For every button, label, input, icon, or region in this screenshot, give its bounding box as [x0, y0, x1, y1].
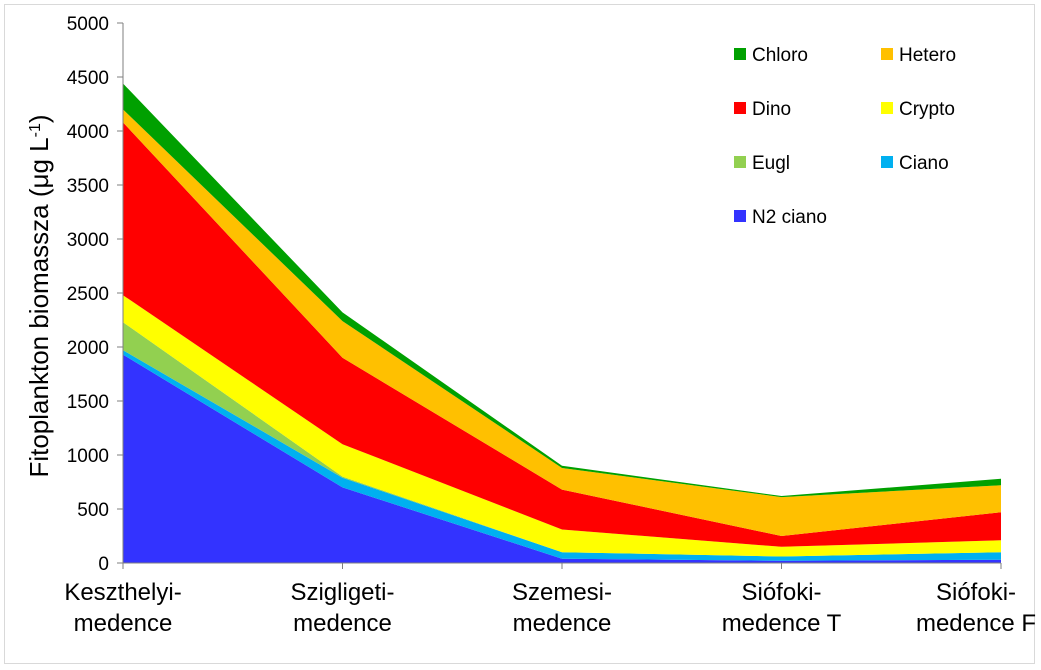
x-category-label-line: medence T — [722, 610, 842, 637]
area-series-hetero — [123, 109, 1001, 537]
legend: Chloro Hetero Dino Crypto Eugl Ciano N2 ciano — [734, 45, 956, 228]
y-tick-label: 4500 — [67, 68, 109, 89]
x-category-label-line: medence — [74, 610, 173, 637]
y-axis-title-main: Fitoplankton biomassza (μg L — [24, 137, 54, 477]
y-tick-label: 2500 — [67, 284, 109, 305]
y-axis-title-close: ) — [24, 114, 54, 123]
y-tick-labels: 0 500 1000 1500 2000 2500 3000 3500 4000 4500 5000 — [67, 14, 109, 575]
y-tick-label: 5000 — [67, 14, 109, 35]
x-category-label-line: medence — [293, 610, 392, 637]
legend-swatch — [734, 156, 746, 168]
legend-label: Dino — [752, 99, 791, 120]
x-category-label-line: Szigligeti- — [290, 579, 394, 606]
legend-swatch — [881, 48, 893, 60]
y-axis-title: Fitoplankton biomassza (μg L-1) — [24, 114, 54, 477]
chart-frame — [4, 4, 1035, 664]
legend-label: Chloro — [752, 45, 808, 66]
x-tick-labels: Keszthelyi-medenceSzigligeti-medenceSzem… — [64, 579, 1036, 637]
y-tick-label: 3500 — [67, 176, 109, 197]
x-category-label-line: medence F — [916, 610, 1036, 637]
x-category-label-line: Keszthelyi- — [64, 579, 181, 606]
y-tick-label: 3000 — [67, 230, 109, 251]
y-tick-label: 1000 — [67, 446, 109, 467]
axes-group — [117, 22, 1002, 569]
y-tick-label: 4000 — [67, 122, 109, 143]
x-category-label-line: Siófoki- — [741, 579, 821, 606]
legend-label: Eugl — [752, 153, 790, 174]
legend-label: Ciano — [899, 153, 949, 174]
area-series-group — [123, 83, 1001, 563]
x-category-label: Szemesi-medence — [512, 579, 612, 637]
y-tick-label: 2000 — [67, 338, 109, 359]
x-category-label-line: Siófoki- — [936, 579, 1016, 606]
y-tick-label: 0 — [98, 554, 109, 575]
legend-swatch — [734, 210, 746, 222]
legend-swatch — [734, 48, 746, 60]
legend-label: N2 ciano — [752, 207, 827, 228]
x-category-label: Keszthelyi-medence — [64, 579, 181, 637]
area-series-n2-ciano — [123, 354, 1001, 563]
x-category-label: Szigligeti-medence — [290, 579, 394, 637]
legend-label: Hetero — [899, 45, 956, 66]
x-category-label: Siófoki-medence T — [722, 579, 842, 637]
legend-swatch — [881, 156, 893, 168]
area-series-ciano — [123, 350, 1001, 561]
legend-label: Crypto — [899, 99, 955, 120]
x-category-label-line: medence — [513, 610, 612, 637]
legend-swatch — [881, 102, 893, 114]
y-tick-label: 1500 — [67, 392, 109, 413]
legend-swatch — [734, 102, 746, 114]
y-axis-title-superscript: -1 — [27, 123, 44, 137]
area-series-crypto — [123, 295, 1001, 557]
y-tick-label: 500 — [77, 500, 109, 521]
x-category-label: Siófoki-medence F — [916, 579, 1036, 637]
area-series-dino — [123, 122, 1001, 547]
x-category-label-line: Szemesi- — [512, 579, 612, 606]
